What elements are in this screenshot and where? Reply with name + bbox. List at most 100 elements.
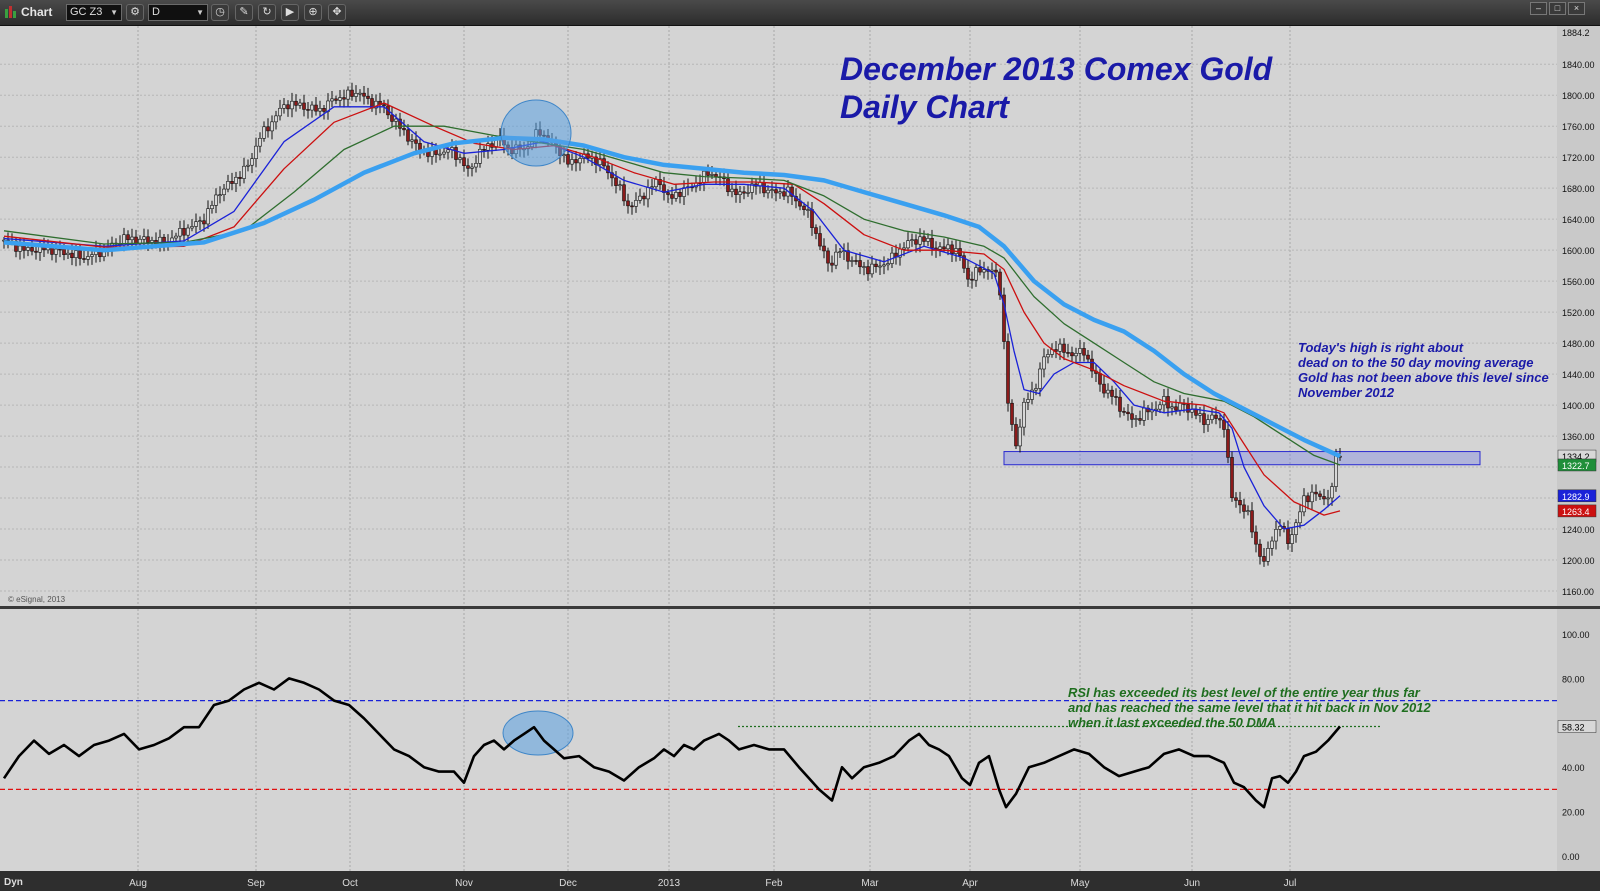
candle-down [602,158,606,167]
candle-up [1046,354,1050,358]
candle-down [1006,341,1010,404]
candle-up [1270,540,1274,549]
candle-down [294,100,298,106]
candle-up [1158,404,1162,410]
candle-down [998,271,1002,296]
y-tick-label: 1680.00 [1562,184,1595,194]
candle-up [654,179,658,188]
candle-down [790,186,794,197]
x-tick-label: Sep [247,878,265,889]
price-tag [1557,504,1597,518]
x-tick-label: Dec [559,878,577,889]
candle-up [570,159,574,165]
close-icon[interactable]: × [1568,2,1585,15]
candle-up [990,269,994,272]
candle-down [830,262,834,266]
minimize-icon[interactable]: – [1530,2,1547,15]
candle-up [834,251,838,266]
candle-up [1170,406,1174,409]
y-tick-label: 1640.00 [1562,215,1595,225]
candle-down [78,250,82,259]
price-panel [0,26,1557,606]
candle-down [1118,396,1122,412]
candle-down [126,234,130,241]
candle-down [1070,352,1074,357]
refresh-icon[interactable]: ↻ [258,4,276,21]
candle-up [270,121,274,132]
candle-up [882,264,886,267]
interval-select[interactable]: D ▼ [148,4,208,21]
candle-up [1302,495,1306,513]
candle-down [666,192,670,195]
candle-up [130,236,134,241]
y-tick-label: 1884.2 [1562,28,1590,38]
candle-up [174,235,178,239]
candle-down [1130,413,1134,420]
candle-up [878,265,882,268]
y-tick-label: 1360.00 [1562,432,1595,442]
candle-down [658,179,662,186]
candle-down [1122,411,1126,413]
rsi-annotation-line: and has reached the same level that it h… [1068,700,1431,715]
candle-up [330,98,334,102]
candle-down [1010,402,1014,425]
candle-down [1126,411,1130,415]
chevron-down-icon: ▼ [196,8,204,17]
candle-up [638,195,642,201]
rsi-value-label: 58.32 [1562,723,1585,733]
symbol-input[interactable]: GC Z3 ▼ [66,4,122,21]
ma-mid-line [3,102,1341,516]
y-tick-label: 1760.00 [1562,122,1595,132]
pencil-icon[interactable]: ✎ [235,4,253,21]
candle-up [750,183,754,193]
y-tick-label: 1600.00 [1562,246,1595,256]
candle-down [1014,424,1018,447]
candle-up [210,205,214,210]
candle-down [626,200,630,207]
candle-up [478,148,482,164]
zoom-icon[interactable]: ⊕ [304,4,322,21]
cursor-icon[interactable]: ✥ [328,4,346,21]
candle-up [1038,368,1042,389]
candle-up [74,250,78,258]
candle-down [994,269,998,273]
candle-down [810,209,814,228]
candle-down [942,246,946,250]
y-tick-label: 1720.00 [1562,153,1595,163]
candle-up [1210,414,1214,420]
candle-down [390,114,394,122]
candle-up [346,89,350,100]
candle-up [198,220,202,222]
chart-toolbar: Chart GC Z3 ▼ ⚙ D ▼ ◷ ✎ ↻ ▶ ⊕ ✥ – □ × [0,0,1600,26]
ma-fast-line [3,106,1341,530]
clock-icon[interactable]: ◷ [211,4,229,21]
dyn-label: Dyn [4,877,23,888]
candle-down [202,220,206,225]
link-icon[interactable]: ⚙ [126,4,144,21]
candle-up [674,192,678,199]
candle-up [142,236,146,240]
candle-down [134,236,138,244]
candle-down [1238,500,1242,506]
candle-up [486,143,490,151]
candle-up [1274,529,1278,542]
x-tick-label: May [1071,878,1090,889]
candle-down [802,205,806,210]
candle-up [242,165,246,179]
candle-down [678,192,682,197]
candle-down [774,189,778,194]
candle-up [298,102,302,106]
candle-down [402,128,406,131]
window-label: Chart [21,5,53,19]
candle-down [238,176,242,179]
x-tick-label: Aug [129,878,147,889]
candle-up [838,251,842,254]
candle-down [286,104,290,110]
maximize-icon[interactable]: □ [1549,2,1566,15]
candle-down [978,267,982,273]
candle-up [438,153,442,156]
play-icon[interactable]: ▶ [281,4,299,21]
candle-down [574,159,578,164]
rsi-annotation-line: RSI has exceeded its best level of the e… [1068,685,1421,700]
